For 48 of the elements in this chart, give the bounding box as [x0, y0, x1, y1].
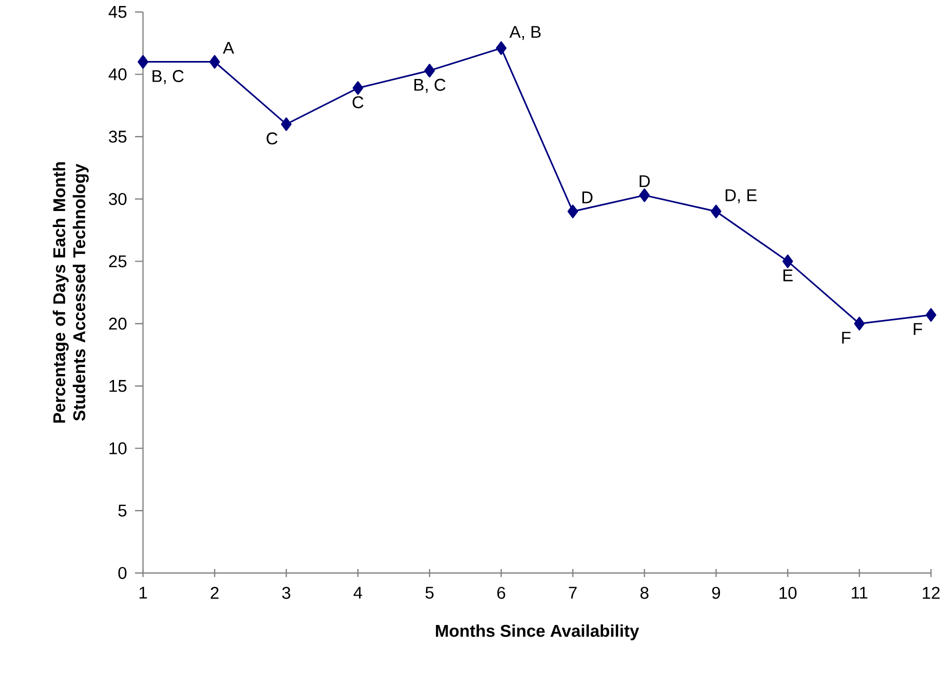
- y-tick-label: 20: [109, 318, 126, 330]
- x-tick-label: 7: [568, 586, 577, 599]
- y-tick-label: 35: [108, 130, 126, 143]
- point: [926, 308, 936, 322]
- annotation: E: [783, 270, 793, 282]
- x-tick-label: 6: [497, 586, 506, 599]
- y-tick-label: 5: [118, 504, 126, 517]
- annotation: D: [640, 175, 650, 188]
- point: [280, 117, 292, 131]
- point: [782, 254, 794, 268]
- x-tick-label: 12: [922, 586, 940, 599]
- x-tick-label: 4: [354, 586, 362, 599]
- point: [639, 188, 650, 202]
- y-tick-label: 15: [110, 380, 126, 392]
- x-tick-label: 3: [282, 586, 290, 599]
- annotation: A, B: [509, 26, 541, 40]
- x-tick-label: 1: [140, 586, 147, 599]
- point: [138, 55, 148, 69]
- y-tick-label: 30: [108, 192, 126, 206]
- point: [209, 55, 220, 69]
- point: [710, 204, 722, 218]
- x-tick-label: 10: [780, 586, 797, 599]
- annotation: C: [352, 96, 364, 108]
- annotation: B, C: [152, 70, 184, 84]
- x-tick-label: 8: [640, 586, 648, 599]
- point: [568, 204, 578, 218]
- point: [424, 64, 435, 78]
- point: [496, 41, 506, 55]
- point: [854, 316, 865, 330]
- x-tick-label: 11: [852, 586, 868, 599]
- x-axis-title: Months Since Availability: [436, 624, 640, 640]
- annotation: B, C: [414, 78, 446, 93]
- annotation: C: [266, 132, 278, 144]
- y-tick-label: 25: [109, 255, 126, 268]
- y-axis-title: Percentage of Days Each Month Students Accessed Technology: [52, 162, 89, 423]
- x-tick-label: 9: [712, 586, 720, 599]
- annotation: F: [842, 332, 850, 344]
- annotation: D: [582, 192, 592, 204]
- annotation: A: [222, 42, 234, 54]
- x-tick-label: 2: [210, 586, 219, 599]
- annotation: F: [914, 323, 922, 335]
- x-tick-label: 5: [426, 586, 434, 599]
- y-tick-label: 10: [110, 442, 126, 454]
- point: [352, 81, 364, 95]
- y-tick-label: 0: [118, 566, 126, 580]
- y-tick-label: 40: [108, 68, 126, 80]
- annotation: D, E: [726, 189, 757, 204]
- y-tick-label: 45: [108, 6, 126, 18]
